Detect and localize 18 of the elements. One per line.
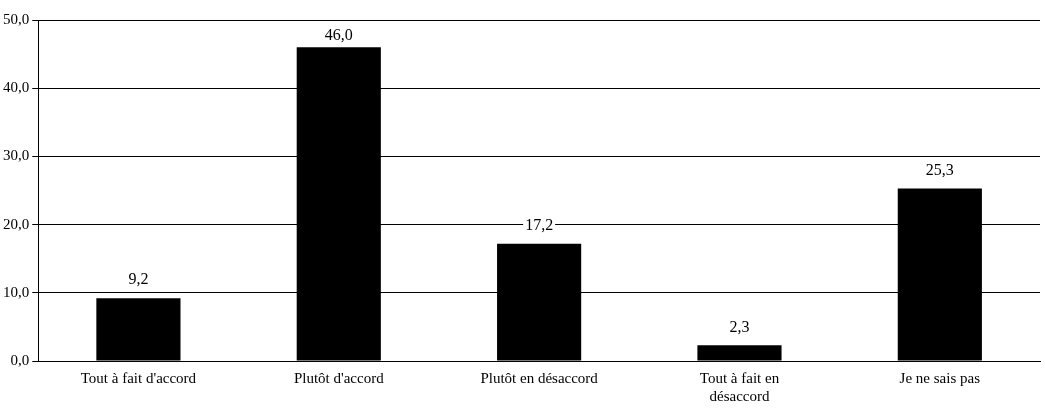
x-tick-label: Je ne sais pas [899,369,981,386]
bar [697,345,782,361]
bar [96,298,181,361]
y-tick-label: 0,0 [10,351,30,368]
y-tick-label: 20,0 [3,215,30,232]
data-label: 17,2 [525,215,554,233]
x-tick-label: Tout à fait d'accord [80,369,197,386]
x-tick-label: Tout à fait en désaccord [699,369,780,404]
y-tick-label: 10,0 [3,283,30,300]
y-tick-label: 30,0 [3,147,30,164]
data-label: 9,2 [128,270,149,288]
data-label: 2,3 [729,317,750,335]
y-tick-label: 50,0 [3,10,30,27]
x-tick-label: Plutôt d'accord [293,369,385,386]
data-label: 46,0 [324,26,353,44]
y-tick-label: 40,0 [3,79,30,96]
data-label: 25,3 [925,160,954,178]
x-tick-label: Plutôt en désaccord [480,369,599,386]
